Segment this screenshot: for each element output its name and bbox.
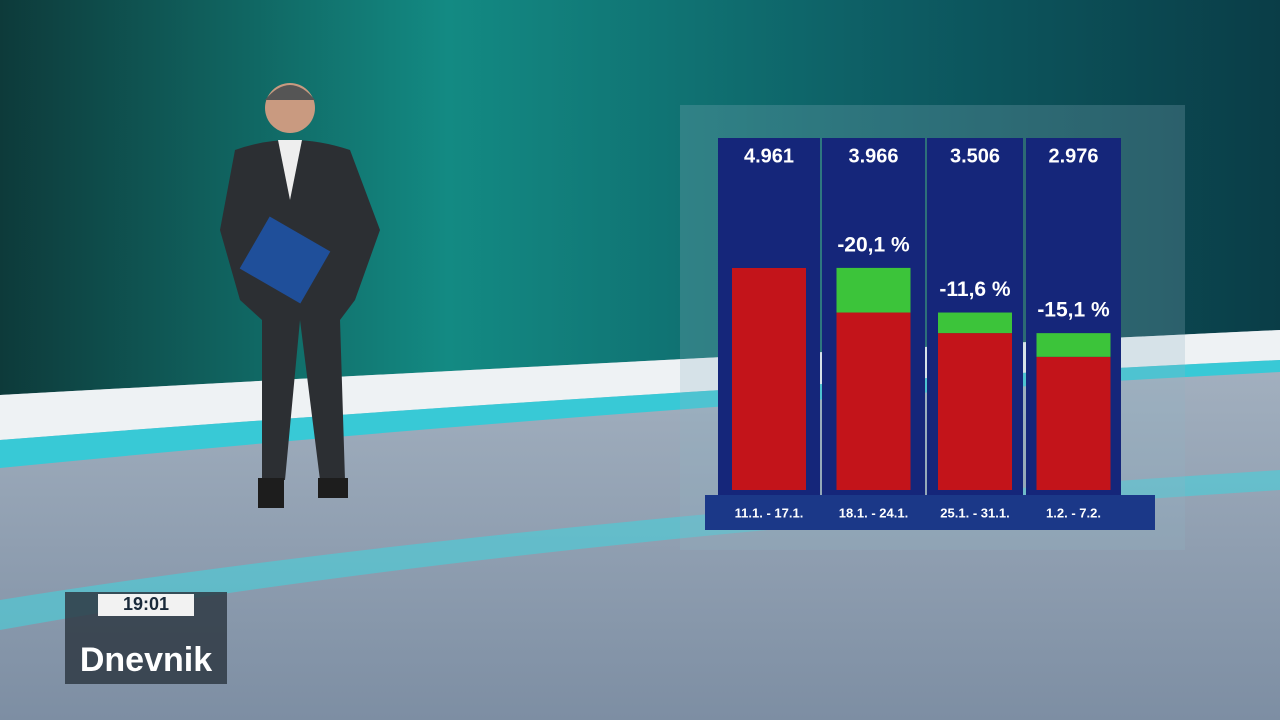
show-logo: Dnevnik xyxy=(80,641,212,679)
category-strip xyxy=(705,495,1155,530)
clock: 19:01 xyxy=(123,594,169,614)
x-tick-label: 18.1. - 24.1. xyxy=(839,505,908,520)
logo-box: 19:01 Dnevnik xyxy=(65,592,227,684)
chart: 4.961 11.1. - 17.1. -20,1 % 3.966 18.1. - 24… xyxy=(718,138,1121,520)
bar xyxy=(1036,356,1111,490)
bar xyxy=(732,268,806,490)
presenter xyxy=(220,83,380,508)
change-segment xyxy=(836,267,911,313)
value-label: 3.506 xyxy=(950,145,1000,167)
x-tick-label: 1.2. - 7.2. xyxy=(1046,505,1101,520)
change-label: -11,6 % xyxy=(939,278,1011,301)
change-segment xyxy=(938,312,1012,334)
value-label: 2.976 xyxy=(1048,145,1098,167)
value-label: 3.966 xyxy=(848,145,898,167)
change-label: -15,1 % xyxy=(1037,299,1110,322)
change-segment xyxy=(1036,333,1111,357)
x-tick-label: 11.1. - 17.1. xyxy=(735,505,804,520)
bar xyxy=(836,312,911,490)
bar xyxy=(938,333,1012,490)
value-label: 4.961 xyxy=(744,145,794,167)
x-tick-label: 25.1. - 31.1. xyxy=(940,505,1009,520)
change-label: -20,1 % xyxy=(837,233,910,256)
